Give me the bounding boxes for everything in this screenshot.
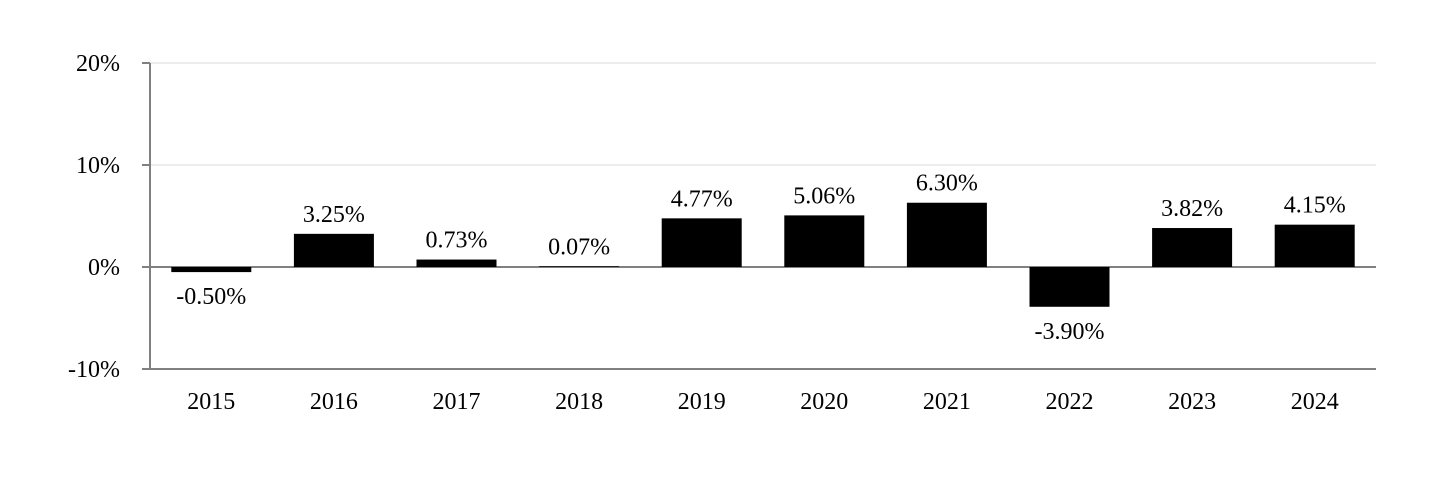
bar-2017 — [416, 259, 497, 267]
data-label: 5.06% — [793, 183, 855, 209]
x-tick-label: 2022 — [1046, 389, 1094, 415]
y-tick-label: 20% — [76, 51, 120, 77]
data-label: 0.07% — [548, 234, 610, 260]
x-tick-label: 2018 — [555, 389, 603, 415]
x-tick-label: 2023 — [1168, 389, 1216, 415]
bar-2016 — [293, 233, 374, 267]
bar-2020 — [784, 215, 865, 267]
y-tick-label: -10% — [68, 357, 120, 383]
x-tick-label: 2015 — [187, 389, 235, 415]
bar-2019 — [661, 218, 742, 267]
data-label: 4.15% — [1284, 193, 1346, 219]
data-label: 3.82% — [1161, 196, 1223, 222]
data-label: 6.30% — [916, 171, 978, 197]
bar-2022 — [1029, 267, 1110, 307]
axes — [142, 62, 1376, 370]
y-tick-label: 0% — [88, 255, 120, 281]
bars — [171, 202, 1355, 307]
data-label: -3.90% — [1035, 319, 1105, 345]
data-label: 3.25% — [303, 202, 365, 228]
x-tick-label: 2016 — [310, 389, 358, 415]
x-tick-label: 2017 — [433, 389, 481, 415]
data-labels: -0.50% 3.25% 0.73% 0.07% 4.77% 5.06% 6.30% -3.9… — [176, 171, 1345, 345]
bar-2021 — [906, 202, 987, 267]
bar-2015 — [171, 267, 252, 273]
x-tick-label: 2021 — [923, 389, 971, 415]
bar-2024 — [1274, 224, 1355, 267]
bar-2018 — [539, 266, 620, 267]
data-label: -0.50% — [176, 284, 246, 310]
y-tick-labels: -10% 0% 10% 20% — [68, 51, 120, 383]
x-tick-label: 2020 — [800, 389, 848, 415]
x-tick-labels: 2015 2016 2017 2018 2019 2020 2021 2022 2023 2024 — [187, 389, 1338, 415]
x-tick-label: 2024 — [1291, 389, 1339, 415]
bar-2023 — [1152, 228, 1233, 267]
x-tick-label: 2019 — [678, 389, 726, 415]
y-tick-label: 10% — [76, 153, 120, 179]
data-label: 4.77% — [671, 186, 733, 212]
data-label: 0.73% — [426, 228, 488, 254]
